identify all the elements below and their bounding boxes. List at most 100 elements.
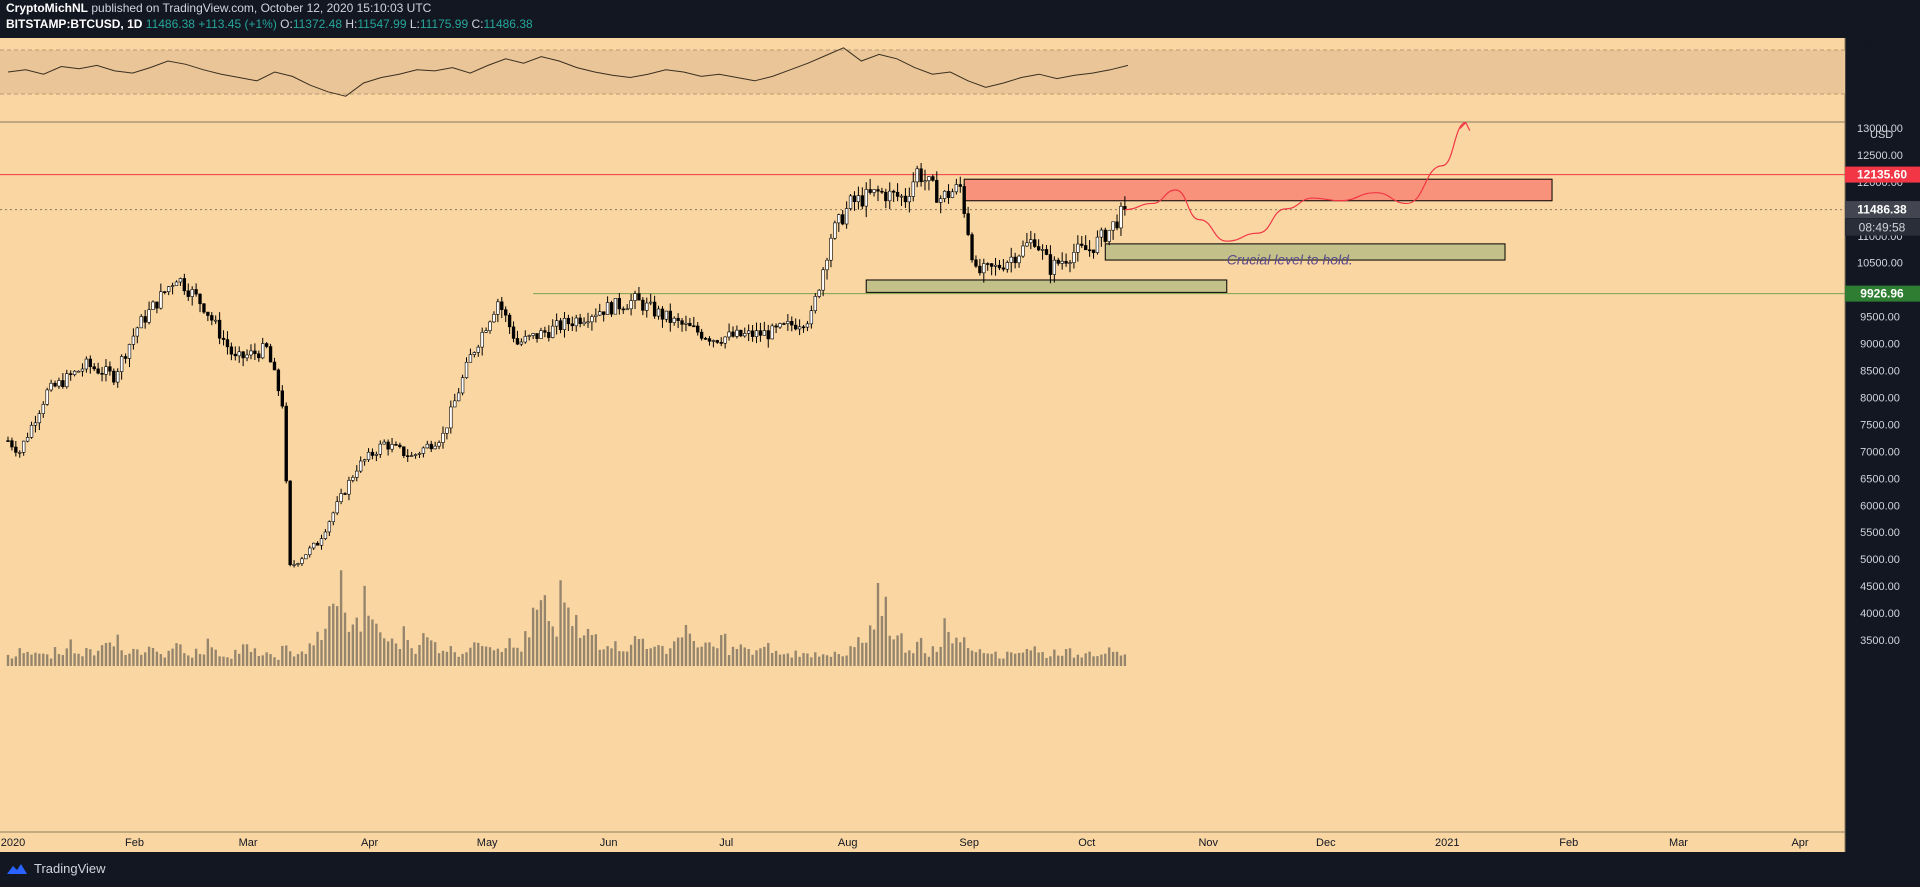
high-label: H: bbox=[345, 17, 358, 31]
rsi-label-80: 80.00 bbox=[1866, 39, 1894, 51]
volume-bar bbox=[1076, 654, 1080, 666]
candle-body bbox=[668, 310, 672, 323]
candle-body bbox=[202, 303, 206, 313]
candle-body bbox=[147, 309, 151, 323]
volume-bar bbox=[900, 633, 903, 666]
volume-bar bbox=[653, 646, 656, 666]
candle-body bbox=[76, 370, 81, 373]
candle-body bbox=[797, 326, 802, 330]
volume-bar bbox=[959, 642, 962, 666]
volume-bar bbox=[966, 648, 970, 666]
candle-body bbox=[374, 454, 379, 456]
author-name[interactable]: CryptoMichNL bbox=[6, 1, 88, 15]
candle-body bbox=[127, 344, 132, 359]
candle-body bbox=[61, 380, 65, 388]
volume-bar bbox=[1060, 655, 1064, 666]
candle-body bbox=[750, 330, 755, 337]
volume-bar bbox=[77, 653, 80, 666]
volume-bar bbox=[100, 645, 104, 666]
volume-bar bbox=[810, 657, 813, 666]
price-tick-label: 8000.00 bbox=[1860, 392, 1900, 404]
volume-bar bbox=[406, 639, 409, 666]
volume-bar bbox=[747, 649, 750, 666]
volume-bar bbox=[853, 647, 856, 666]
volume-bar bbox=[1013, 653, 1017, 666]
price-tick-label: 8500.00 bbox=[1860, 366, 1900, 378]
time-tick-label: 2021 bbox=[1435, 837, 1459, 849]
candle-body bbox=[899, 195, 904, 198]
volume-bar bbox=[1104, 653, 1107, 666]
candle-body bbox=[37, 413, 42, 424]
candle-body bbox=[315, 542, 320, 546]
volume-bar bbox=[606, 646, 609, 666]
resistance-zone bbox=[963, 178, 1553, 202]
volume-bar bbox=[147, 646, 151, 666]
volume-bar bbox=[226, 657, 229, 666]
candle-body bbox=[198, 293, 202, 305]
candle-body bbox=[14, 446, 18, 453]
candle-body bbox=[711, 340, 716, 342]
volume-bar bbox=[680, 637, 684, 666]
candle-body bbox=[731, 331, 735, 337]
volume-bar bbox=[296, 654, 300, 666]
time-axis-labels: 2020 Feb Mar Apr May Jun Jul Aug Sep Oct Nov Dec 202… bbox=[1, 837, 1809, 849]
candle-body bbox=[429, 443, 433, 450]
candle-body bbox=[570, 323, 574, 327]
tradingview-brand[interactable]: TradingView bbox=[6, 861, 106, 876]
candle-body bbox=[264, 343, 269, 347]
volume-bar bbox=[912, 653, 915, 666]
candle-body bbox=[402, 446, 406, 456]
chart-area[interactable]: 80.00 40.00 Crucial level to hold. 13000… bbox=[0, 38, 1920, 852]
candle-body bbox=[1013, 256, 1017, 264]
candle-body bbox=[813, 296, 817, 312]
volume-bar bbox=[300, 651, 304, 666]
volume-bar bbox=[802, 653, 805, 666]
candle-body bbox=[1068, 262, 1072, 264]
candle-body bbox=[617, 298, 622, 310]
candle-body bbox=[382, 441, 386, 445]
candle-body bbox=[241, 351, 245, 359]
volume-bar bbox=[265, 652, 268, 666]
candle-body bbox=[504, 309, 508, 316]
volume-bar bbox=[947, 631, 950, 666]
volume-bar bbox=[437, 653, 441, 666]
candle-body bbox=[989, 263, 994, 267]
volume-bar bbox=[708, 642, 711, 666]
candle-body bbox=[143, 316, 147, 323]
rsi-pane[interactable]: 80.00 40.00 bbox=[0, 39, 1894, 97]
candle-body bbox=[460, 377, 465, 394]
candle-body bbox=[311, 542, 316, 549]
candle-body bbox=[551, 325, 555, 338]
candle-body bbox=[1009, 256, 1013, 263]
volume-bar bbox=[34, 652, 37, 666]
candle-body bbox=[723, 336, 727, 344]
candle-body bbox=[919, 168, 923, 183]
volume-bar bbox=[994, 651, 997, 666]
candle-body bbox=[911, 181, 915, 197]
volume-bar bbox=[38, 653, 41, 666]
volume-bar bbox=[1006, 651, 1009, 666]
time-axis-panel[interactable] bbox=[0, 832, 1845, 852]
chart-svg[interactable]: 80.00 40.00 Crucial level to hold. 13000… bbox=[0, 38, 1920, 852]
tradingview-logo-icon bbox=[7, 863, 27, 874]
volume-bar bbox=[778, 654, 782, 666]
volume-bar bbox=[42, 653, 45, 666]
volume-bar bbox=[488, 647, 492, 666]
candle-body bbox=[997, 264, 1002, 269]
candle-body bbox=[821, 269, 825, 291]
volume-bar bbox=[245, 644, 249, 666]
time-tick-label: Nov bbox=[1198, 837, 1218, 849]
candle-body bbox=[939, 198, 943, 203]
candle-body bbox=[221, 337, 226, 340]
symbol-label[interactable]: BITSTAMP:BTCUSD, 1D bbox=[6, 17, 143, 31]
candle-body bbox=[178, 278, 183, 283]
volume-bar bbox=[496, 648, 500, 666]
volume-bar bbox=[955, 637, 958, 666]
candle-body bbox=[809, 310, 814, 325]
ohlc-legend: BITSTAMP:BTCUSD, 1D 11486.38 +113.45 (+1… bbox=[6, 17, 533, 31]
volume-bar bbox=[618, 651, 621, 666]
candle-body bbox=[22, 440, 26, 453]
candle-body bbox=[268, 346, 273, 363]
candle-body bbox=[696, 325, 700, 333]
candle-body bbox=[856, 195, 861, 203]
